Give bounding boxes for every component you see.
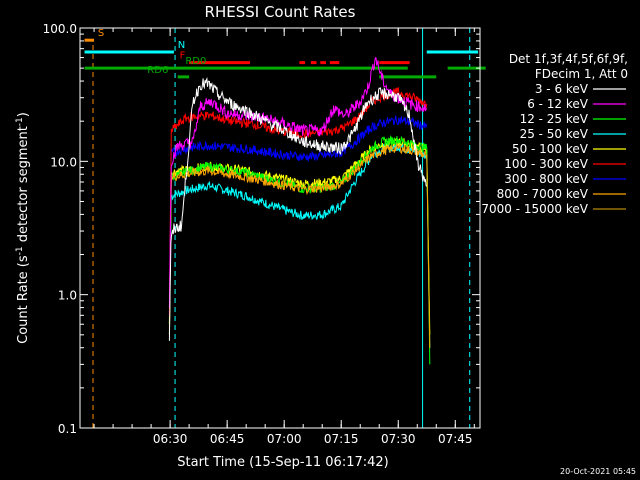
legend-label: 800 - 7000 keV [497,187,589,201]
x-tick-label: 06:30 [153,432,188,446]
legend-header-line: FDecim 1, Att 0 [535,67,628,81]
footer-timestamp: 20-Oct-2021 05:45 [560,467,636,476]
legend-label: 7000 - 15000 keV [481,202,588,216]
legend-label: 6 - 12 keV [527,97,589,111]
y-axis-label: Count Rate (s-1 detector segment-1) [15,112,31,344]
y-axis-ticks: 100.0 10.0 1.0 0.1 [43,22,480,436]
series-line [168,56,428,308]
chart-title: RHESSI Count Rates [205,3,356,21]
series-line [168,115,428,316]
flag-label: RD0 [185,56,206,67]
y-tick-label: 1.0 [58,289,77,303]
flag-label: S [98,28,104,39]
y-tick-label: 10.0 [50,155,77,169]
x-tick-label: 07:00 [267,432,302,446]
y-label-part: Count Rate (s [16,255,31,344]
flag-label: RD6 [147,65,168,76]
y-label-part: detector segment [16,126,31,246]
series-lines [168,56,431,365]
y-label-sup: -1 [15,246,25,255]
x-axis-label: Start Time (15-Sep-11 06:17:42) [177,455,388,470]
legend-header-line: Det 1f,3f,4f,5f,6f,9f, [509,52,628,66]
x-tick-label: 07:45 [438,432,473,446]
x-tick-label: 07:15 [324,432,359,446]
legend: Det 1f,3f,4f,5f,6f,9f, FDecim 1, Att 0 3… [481,52,628,216]
y-label-part: ) [16,112,31,117]
flag-label: N [178,40,185,51]
legend-label: 300 - 800 keV [504,172,588,186]
y-tick-label: 0.1 [58,422,77,436]
plot-frame [79,27,481,429]
x-tick-label: 07:30 [381,432,416,446]
series-line [168,135,431,365]
legend-label: 50 - 100 keV [512,142,589,156]
legend-label: 12 - 25 keV [520,112,589,126]
legend-label: 3 - 6 keV [535,82,589,96]
series-line [168,141,431,348]
x-tick-label: 06:45 [210,432,245,446]
x-axis-ticks: 06:30 06:45 07:00 07:15 07:30 07:45 [93,28,475,446]
y-tick-label: 100.0 [43,22,77,36]
y-label-sup: -1 [15,117,25,126]
legend-label: 25 - 50 keV [520,127,589,141]
series-line [168,76,428,341]
flag-label: F [180,51,186,62]
legend-label: 100 - 300 keV [504,157,588,171]
